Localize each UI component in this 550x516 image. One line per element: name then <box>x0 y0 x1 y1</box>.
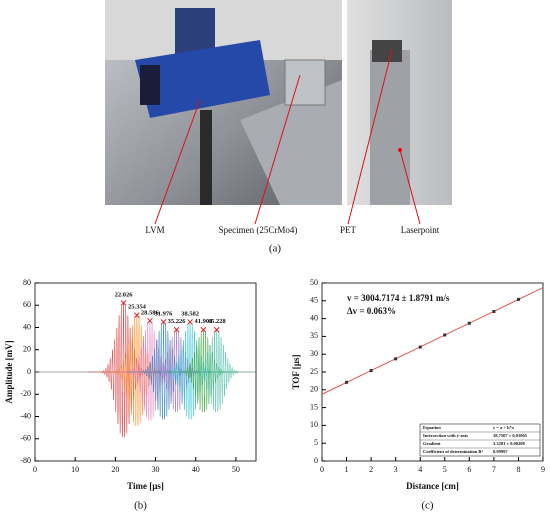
caption: (b) <box>134 500 147 512</box>
y-tick-label: 25 <box>310 367 318 376</box>
table-cell: y = a + b*x <box>493 425 515 430</box>
y-tick-label: 45 <box>310 296 318 305</box>
caption: (c) <box>421 500 434 512</box>
table-cell: 18.7507 ± 0.01065 <box>493 433 528 438</box>
x-axis-label: Distance [cm] <box>406 481 459 491</box>
table-cell: Gradient <box>423 441 441 446</box>
point <box>369 369 373 373</box>
point <box>492 309 496 313</box>
table-cell: Intersection with y-axis <box>423 433 468 438</box>
pointer-lines <box>154 49 421 225</box>
peak-marker <box>147 317 153 324</box>
y-tick-label: 50 <box>310 278 318 287</box>
peak-label: 22.026 <box>115 292 134 299</box>
photo-right <box>347 0 452 205</box>
y-tick-label: 10 <box>310 420 318 429</box>
x-tick-label: 10 <box>71 465 79 474</box>
table-cell: 0.99997 <box>493 449 508 454</box>
caption: (a) <box>269 243 282 255</box>
peak-marker <box>160 319 167 325</box>
x-axis-label: Time [µs] <box>127 481 164 491</box>
peak-marker <box>187 319 193 325</box>
y-tick-label: 5 <box>314 438 318 447</box>
table-cell: Coefficient of determination R² <box>423 449 484 454</box>
y-tick-label: 40 <box>23 322 31 331</box>
peak-marker <box>120 300 127 306</box>
x-tick-label: 40 <box>192 465 200 474</box>
point <box>516 297 520 301</box>
photo-label: LVM <box>145 225 164 235</box>
x-tick-label: 8 <box>516 465 520 474</box>
y-tick-label: 20 <box>23 345 31 354</box>
peak-marker <box>213 326 220 333</box>
point <box>443 333 447 337</box>
plot-area <box>322 287 543 395</box>
x-tick-label: 20 <box>111 465 119 474</box>
y-axis-label: Amplitude [mV] <box>4 340 14 403</box>
y-axis-label: TOF [µs] <box>291 355 301 390</box>
peak-marker <box>200 326 207 333</box>
point <box>345 380 349 384</box>
peak-label: 41.908 <box>194 318 213 325</box>
photo-label: PET <box>340 225 357 235</box>
y-tick-label: 20 <box>310 385 318 394</box>
peak-marker <box>173 326 180 333</box>
x-tick-label: 30 <box>152 465 160 474</box>
point <box>394 357 398 361</box>
x-tick-label: 0 <box>33 465 37 474</box>
waveform <box>180 329 253 413</box>
peak-marker <box>134 312 140 319</box>
y-tick-label: -80 <box>20 456 31 465</box>
point <box>467 321 471 325</box>
y-tick-label: 80 <box>23 278 31 287</box>
y-tick-label: -60 <box>20 434 31 443</box>
point <box>418 345 422 349</box>
peak-label: 45.228 <box>208 318 227 325</box>
x-tick-label: 7 <box>492 465 496 474</box>
table-cell: 3.3281 ± 0.00208 <box>493 441 525 446</box>
x-tick-label: 1 <box>345 465 349 474</box>
x-tick-label: 9 <box>541 465 545 474</box>
photo-label: Specimen (25CrMo4) <box>219 225 298 235</box>
annotation: Δv = 0.063% <box>347 306 396 316</box>
y-tick-label: -40 <box>20 411 31 420</box>
y-tick-label: 30 <box>310 349 318 358</box>
y-tick-label: -20 <box>20 389 31 398</box>
peak-label: 31.976 <box>155 310 174 317</box>
y-tick-label: 0 <box>314 456 318 465</box>
x-tick-label: 50 <box>232 465 240 474</box>
peak-label: 28.586 <box>141 309 160 316</box>
fit-line <box>322 287 543 395</box>
y-tick-label: 60 <box>23 300 31 309</box>
table-cell: Equation <box>423 425 441 430</box>
peak-label: 35.226 <box>168 318 187 325</box>
y-tick-label: 35 <box>310 331 318 340</box>
y-tick-label: 40 <box>310 313 318 322</box>
peak-label: 25.354 <box>128 304 147 311</box>
photo-left <box>105 0 342 205</box>
y-tick-label: 15 <box>310 402 318 411</box>
x-tick-label: 2 <box>369 465 373 474</box>
x-tick-label: 0 <box>320 465 324 474</box>
peak-label: 38.582 <box>181 310 199 317</box>
annotation: v = 3004.7174 ± 1.8791 m/s <box>347 293 450 303</box>
x-tick-label: 4 <box>418 465 422 474</box>
photo-label: Laserpoint <box>401 225 440 235</box>
y-tick-label: 0 <box>27 367 31 376</box>
x-tick-label: 5 <box>443 465 447 474</box>
x-tick-label: 6 <box>467 465 471 474</box>
x-tick-label: 3 <box>394 465 398 474</box>
